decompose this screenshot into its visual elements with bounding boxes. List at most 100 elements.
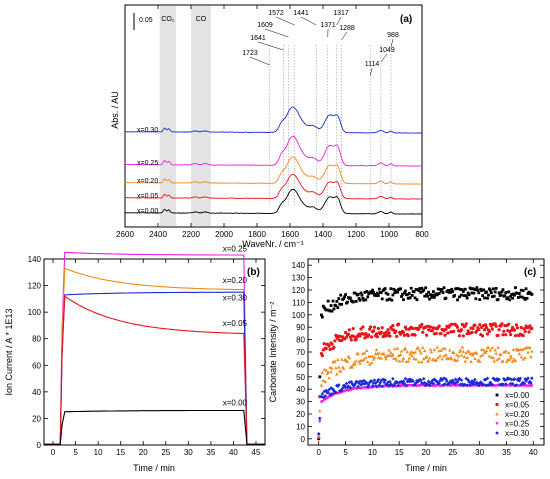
carbonate-point-2-186 [499, 352, 503, 356]
carbonate-point-0-143 [458, 295, 461, 299]
carbonate-point-4-159 [473, 377, 477, 382]
carbonate-point-4-29 [347, 380, 352, 385]
panel-b-frame [43, 258, 266, 446]
carbonate-point-4-215 [527, 380, 531, 385]
c-ytick-label-6: 60 [296, 360, 305, 369]
carbonate-point-0-190 [503, 294, 507, 298]
carbonate-point-4-13 [332, 389, 336, 393]
carbonate-point-1-124 [439, 331, 443, 336]
carbonate-point-4-105 [420, 381, 425, 386]
carbonate-point-2-205 [517, 352, 522, 356]
carbonate-point-2-159 [473, 356, 477, 361]
carbonate-point-0-75 [392, 287, 396, 291]
carbonate-point-4-96 [412, 383, 416, 387]
carbonate-point-1-171 [484, 325, 489, 330]
carbonate-point-0-117 [432, 295, 436, 299]
carbonate-point-4-17 [336, 384, 340, 389]
carbonate-point-0-17 [336, 306, 340, 309]
carbonate-series-1 [317, 322, 534, 440]
carbonate-point-2-32 [350, 365, 355, 369]
carbonate-point-4-94 [410, 378, 414, 383]
carbonate-point-2-208 [520, 347, 524, 352]
carbonate-point-1-129 [444, 327, 448, 331]
carbonate-point-2-7 [326, 370, 330, 374]
carbonate-point-2-180 [493, 348, 497, 352]
ion-series-3 [44, 295, 265, 445]
carbonate-point-2-103 [419, 351, 423, 355]
carbonate-point-2-207 [519, 355, 523, 359]
carbonate-point-0-23 [342, 297, 346, 300]
carbonate-point-4-150 [464, 376, 469, 381]
legend-label-2: x=0.20 [505, 410, 530, 419]
carbonate-point-1-8 [327, 344, 331, 348]
carbonate-point-2-126 [441, 346, 445, 350]
b-xtick-label-7: 35 [206, 448, 215, 457]
carbonate-point-0-36 [354, 299, 358, 303]
legend-label-1: x=0.05 [505, 401, 530, 410]
carbonate-point-2-89 [405, 350, 410, 354]
carbonate-point-4-83 [399, 379, 404, 384]
carbonate-point-2-151 [465, 355, 469, 359]
carbonate-point-0-83 [400, 295, 403, 298]
c-ytick-label-9: 90 [296, 323, 305, 332]
carbonate-point-0-94 [410, 294, 414, 297]
carbonate-point-2-65 [382, 352, 386, 356]
carbonate-point-4-195 [507, 376, 512, 381]
carbonate-point-2-142 [456, 354, 461, 358]
peak-label-9: 1049 [379, 47, 395, 54]
carbonate-point-0-133 [448, 289, 452, 292]
b-xtick-label-5: 25 [161, 448, 170, 457]
carbonate-point-1-113 [428, 325, 433, 329]
carbonate-point-4-206 [518, 376, 523, 381]
carbonate-point-0-71 [388, 297, 392, 301]
carbonate-point-1-78 [395, 334, 399, 338]
carbonate-point-4-50 [367, 380, 372, 385]
carbonate-point-1-128 [443, 333, 447, 337]
carbonate-point-1-181 [494, 324, 498, 328]
carbonate-point-4-89 [405, 379, 410, 384]
b-xtick-label-4: 20 [139, 448, 148, 457]
carbonate-point-1-43 [361, 325, 365, 329]
carbonate-point-4-87 [403, 376, 408, 381]
carbonate-point-4-210 [522, 381, 526, 386]
carbonate-point-4-56 [373, 381, 378, 385]
carbonate-point-2-183 [496, 345, 500, 349]
c-ytick-label-0: 0 [301, 435, 306, 444]
carbonate-point-4-188 [501, 382, 505, 386]
carbonate-point-4-217 [529, 381, 533, 385]
carbonate-point-0-197 [510, 293, 514, 296]
carbonate-point-2-166 [479, 347, 484, 351]
carbonate-point-2-17 [336, 357, 340, 362]
carbonate-point-2-148 [462, 354, 466, 359]
carbonate-point-1-157 [471, 326, 475, 331]
carbonate-point-2-197 [509, 355, 514, 360]
carbonate-point-1-215 [527, 330, 531, 334]
carbonate-point-1-68 [385, 333, 389, 338]
carbonate-point-1-11 [330, 342, 334, 346]
peak-label-1: 1641 [250, 35, 266, 42]
carbonate-point-2-38 [356, 352, 360, 356]
carbonate-point-0-90 [406, 296, 410, 300]
carbonate-point-0-2 [321, 304, 325, 308]
carbonate-point-2-211 [523, 356, 527, 360]
carbonate-point-0-39 [357, 297, 361, 300]
panel-a-frame [124, 4, 423, 228]
carbonate-point-4-88 [404, 383, 409, 388]
carbonate-point-4-141 [455, 380, 460, 384]
carbonate-point-2-1 [320, 370, 325, 375]
carbonate-point-0-152 [466, 291, 470, 295]
carbonate-point-1-145 [459, 328, 463, 332]
carbonate-point-0-62 [379, 291, 383, 295]
carbonate-point-4-62 [379, 378, 384, 383]
carbonate-point-1-14 [333, 339, 337, 343]
carbonate-point-4-72 [389, 382, 393, 386]
carbonate-point-4-107 [422, 380, 427, 385]
carbonate-point-4-70 [387, 383, 391, 388]
carbonate-point-2-119 [434, 358, 438, 362]
carbonate-point-0-start-1 [318, 375, 322, 379]
carbonate-point-1-58 [375, 335, 380, 339]
c-ytick-label-13: 130 [292, 274, 306, 283]
carbonate-point-0-96 [412, 290, 416, 294]
carbonate-point-0-132 [447, 290, 451, 294]
panel-c: 0 5 10 15 20 25 30 35 40 0 10 20 30 40 50 60 70 80 90 100 11… [268, 258, 545, 473]
